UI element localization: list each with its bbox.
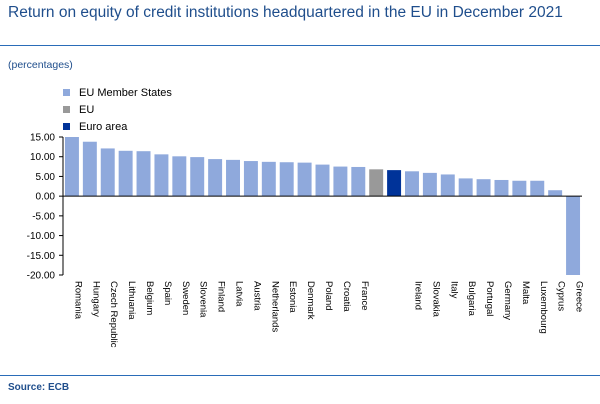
y-tick-label: -15.00: [27, 251, 56, 262]
x-category-label: Spain: [162, 281, 173, 305]
x-category-label: Luxembourg: [538, 281, 549, 334]
bar: [476, 179, 491, 197]
x-category-label: Estonia: [287, 281, 298, 313]
x-category-label: Slovenia: [198, 281, 209, 318]
x-category-label: Austria: [251, 281, 262, 311]
y-tick-label: 15.00: [30, 133, 55, 144]
x-category-label: Lithuania: [126, 281, 137, 320]
bar: [315, 164, 330, 197]
bar: [279, 162, 294, 197]
bar: [422, 172, 437, 197]
legend-item-eu: EU: [63, 101, 172, 118]
x-category-label: Greece: [574, 281, 585, 312]
y-tick-label: -20.00: [27, 271, 56, 282]
legend-label-euro-area: Euro area: [79, 120, 128, 133]
x-category-label: Bulgaria: [466, 281, 477, 317]
y-tick-label: -5.00: [32, 211, 55, 222]
chart-title: Return on equity of credit institutions …: [8, 4, 563, 21]
bar: [458, 178, 473, 197]
bar: [297, 162, 312, 197]
bar: [136, 151, 151, 197]
x-category-label: France: [359, 281, 370, 311]
legend-item-euro-area: Euro area: [63, 118, 172, 135]
bar: [243, 161, 258, 197]
legend-label-eu: EU: [79, 103, 95, 116]
y-tick-label: 0.00: [36, 192, 56, 203]
bar: [494, 179, 509, 197]
bar: [64, 137, 79, 197]
legend-swatch-eu: [63, 106, 70, 113]
legend-swatch-member-states: [63, 89, 70, 96]
bar: [530, 180, 545, 197]
bar: [440, 174, 455, 197]
units-label: (percentages): [8, 59, 73, 71]
bar: [82, 141, 97, 197]
x-category-label: Portugal: [484, 281, 495, 316]
y-tick-label: 5.00: [36, 172, 56, 183]
x-category-label: Romania: [72, 281, 83, 320]
x-category-label: Malta: [520, 281, 531, 305]
source-rule: [0, 375, 600, 376]
x-category-label: Cyprus: [556, 281, 567, 311]
title-rule: [0, 45, 600, 46]
x-category-label: Ireland: [412, 281, 423, 310]
bar: [333, 166, 348, 197]
x-category-label: Netherlands: [269, 281, 280, 332]
y-tick-label: -10.00: [27, 231, 56, 242]
bar: [512, 180, 527, 197]
bar: [566, 196, 581, 275]
x-category-label: Latvia: [234, 281, 245, 307]
bar: [172, 156, 187, 197]
bar: [261, 161, 276, 197]
legend-swatch-euro-area: [63, 123, 70, 130]
x-category-label: Croatia: [341, 281, 352, 312]
x-category-label: Denmark: [305, 281, 316, 320]
source-note: Source: ECB: [8, 382, 70, 393]
x-category-label: Italy: [448, 281, 459, 299]
bar: [369, 169, 384, 197]
x-category-label: Hungary: [90, 281, 101, 317]
x-category-label: Finland: [216, 281, 227, 312]
x-category-label: Slovakia: [430, 281, 441, 318]
x-category-label: Sweden: [180, 281, 191, 315]
bar: [208, 159, 223, 197]
x-category-label: Germany: [502, 281, 513, 320]
bar: [548, 190, 563, 197]
legend-label-member-states: EU Member States: [79, 86, 172, 99]
bar: [405, 171, 419, 197]
x-category-label: Czech Republic: [108, 281, 119, 348]
x-category-label: Belgium: [144, 281, 155, 315]
bar: [100, 148, 115, 197]
bar: [154, 154, 169, 197]
bar: [190, 157, 205, 197]
bar: [387, 170, 402, 197]
x-category-label: Poland: [323, 281, 334, 311]
bar: [226, 159, 240, 197]
y-tick-label: 10.00: [30, 152, 55, 163]
legend-item-member-states: EU Member States: [63, 84, 172, 101]
bar: [351, 166, 366, 197]
bar: [118, 150, 133, 197]
legend: EU Member States EU Euro area: [63, 84, 172, 135]
